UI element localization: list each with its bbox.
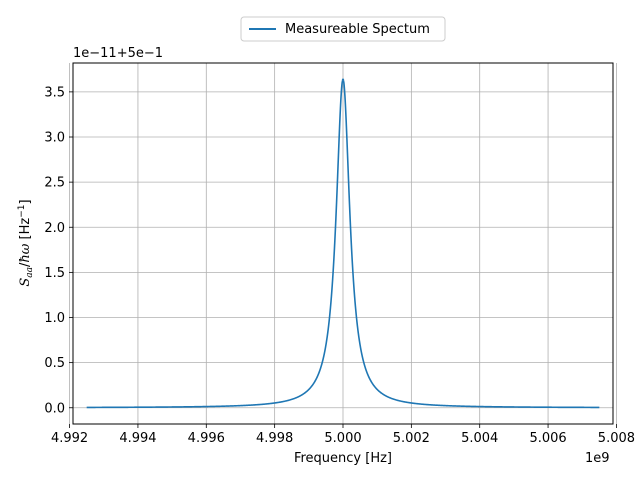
x-tick-label: 5.008 — [598, 431, 635, 446]
x-tick-label: 5.002 — [393, 431, 430, 446]
legend: Measureable Spectum — [240, 16, 446, 42]
legend-label: Measureable Spectum — [285, 22, 430, 37]
y-axis-label: Saa/ħω [Hz−1] — [17, 199, 35, 286]
x-axis-label: Frequency [Hz] — [294, 451, 392, 466]
x-offset-label: 1e9 — [585, 451, 610, 466]
y-tick-label: 3.5 — [44, 85, 65, 100]
x-tick-label: 4.998 — [256, 431, 293, 446]
legend-box — [240, 16, 446, 42]
y-tick-label: 2.5 — [44, 176, 65, 191]
y-tick-label: 1.5 — [44, 266, 65, 281]
y-tick-label: 1.0 — [44, 311, 65, 326]
y-axis: 0.0 0.5 1.0 1.5 2.0 2.5 3.0 3.5 — [44, 85, 73, 416]
x-tick-label: 5.006 — [529, 431, 566, 446]
x-tick-label: 5.000 — [324, 431, 361, 446]
series-line — [86, 78, 600, 409]
y-tick-label: 3.0 — [44, 131, 65, 146]
series-layer — [86, 78, 600, 409]
x-tick-label: 4.992 — [51, 431, 88, 446]
y-tick-label: 2.0 — [44, 221, 65, 236]
y-tick-label: 0.5 — [44, 356, 65, 371]
x-axis: 4.992 4.994 4.996 4.998 5.000 5.002 5.004 5.006… — [51, 424, 635, 446]
x-tick-label: 5.004 — [461, 431, 498, 446]
x-tick-label: 4.996 — [188, 431, 225, 446]
y-tick-label: 0.0 — [44, 401, 65, 416]
x-tick-label: 4.994 — [119, 431, 156, 446]
y-offset-label: 1e−11+5e−1 — [73, 46, 163, 61]
